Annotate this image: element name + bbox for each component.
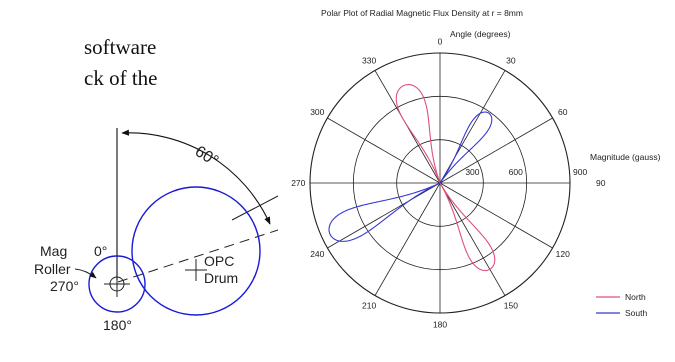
- angle-axis-label: Angle (degrees): [450, 29, 511, 39]
- angle-tick-label-0: 0: [438, 36, 443, 46]
- document-text-line-1: software: [84, 35, 157, 59]
- angle-spoke-240: [327, 182, 441, 249]
- mag-roller-label-line1: Mag: [40, 243, 67, 259]
- angle-tick-label-120: 120: [556, 249, 570, 259]
- angle-tick-label-300: 300: [310, 107, 324, 117]
- legend-label-south: South: [625, 308, 647, 318]
- angle-spoke-210: [374, 182, 441, 296]
- roller-drum-diagram: 60° Mag Roller 0° 270° 180° OPC Drum: [34, 128, 279, 333]
- legend: North South: [596, 292, 647, 318]
- radius-tick-label-300: 300: [465, 167, 479, 177]
- angle-tick-label-60: 60: [558, 107, 568, 117]
- angle-tick-label-330: 330: [362, 55, 376, 65]
- angle-spoke-150: [439, 182, 506, 296]
- series-south-lobe-2: [328, 182, 441, 242]
- document-text-line-2: ck of the: [84, 66, 158, 90]
- axis-extension-line: [231, 195, 279, 221]
- radius-tick-label-900: 900: [573, 167, 587, 177]
- mag-roller-circle: [88, 255, 146, 313]
- polar-grid: 0 30 60 120 150 180 210 240 270 300 330 90 300 600 900: [291, 36, 606, 329]
- opc-drum-label-line2: Drum: [204, 270, 238, 286]
- angle-tick-label-210: 210: [362, 301, 376, 311]
- angle-tick-label-30: 30: [506, 55, 516, 65]
- series-north-lobe-2: [439, 182, 496, 272]
- roller-270deg-label: 270°: [50, 278, 79, 294]
- angle-spoke-120: [439, 182, 553, 249]
- chart-title: Polar Plot of Radial Magnetic Flux Densi…: [321, 8, 523, 18]
- mag-roller-leader-arrow: [74, 268, 97, 279]
- polar-series-group: [328, 84, 496, 272]
- angle-60-label: 60°: [192, 143, 222, 170]
- opc-drum-label-line1: OPC: [204, 253, 234, 269]
- angle-tick-label-270: 270: [291, 178, 305, 188]
- opc-drum-circle: [131, 186, 261, 316]
- series-south-lobe-1: [439, 111, 493, 184]
- radius-tick-label-600: 600: [509, 167, 523, 177]
- angle-tick-label-240: 240: [310, 249, 324, 259]
- legend-label-north: North: [625, 292, 646, 302]
- roller-0deg-label: 0°: [94, 243, 107, 259]
- angle-tick-label-180: 180: [433, 320, 447, 330]
- angle-tick-label-150: 150: [504, 301, 518, 311]
- mag-roller-label-line2: Roller: [34, 261, 71, 277]
- angle-spoke-60: [439, 117, 553, 184]
- angle-dimension-arc: [121, 129, 271, 225]
- angle-tick-label-90: 90: [596, 178, 606, 188]
- series-north-lobe-1: [395, 84, 441, 184]
- center-axis-line: [117, 229, 279, 283]
- roller-180deg-label: 180°: [103, 317, 132, 333]
- polar-chart: Polar Plot of Radial Magnetic Flux Densi…: [291, 8, 660, 330]
- angle-spoke-300: [327, 117, 441, 184]
- radius-axis-label: Magnitude (gauss): [590, 152, 661, 162]
